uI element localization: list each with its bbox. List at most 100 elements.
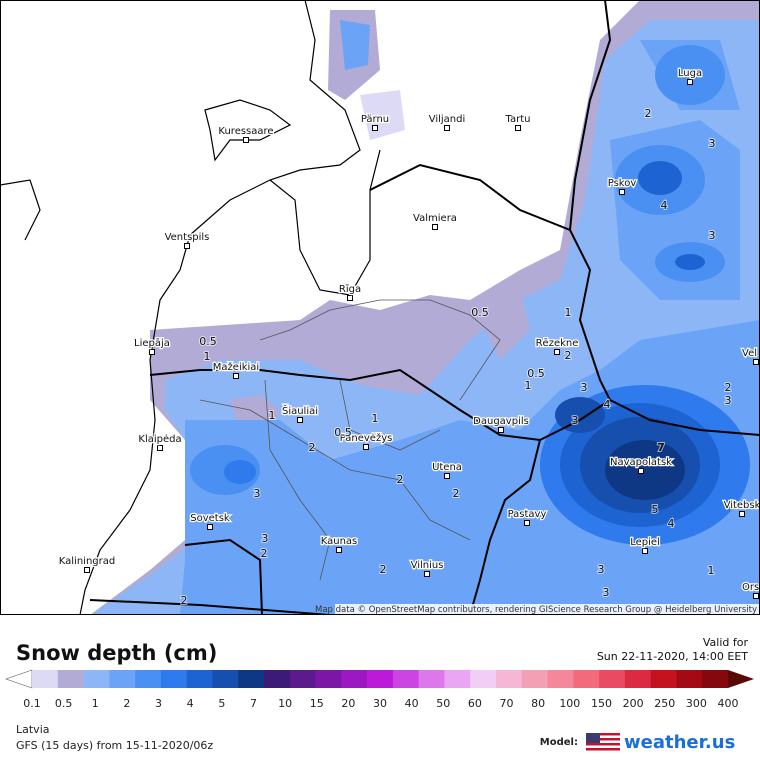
contour-label: 2: [725, 381, 732, 394]
legend-swatch: [238, 670, 265, 688]
city-label: Kuressaare: [218, 126, 273, 137]
contour-label: 3: [572, 414, 579, 427]
legend-swatch: [599, 670, 626, 688]
city-label: Pastavy: [508, 509, 547, 520]
valid-label: Valid for: [703, 636, 749, 649]
legend-title: Snow depth (cm): [16, 641, 217, 665]
legend-tick-label: 30: [373, 697, 387, 710]
contour-label: 1: [204, 350, 211, 363]
legend-swatch: [470, 670, 497, 688]
attribution: Map data © OpenStreetMap contributors, r…: [315, 605, 757, 615]
city-marker: [372, 125, 378, 131]
legend-swatch: [289, 670, 316, 688]
legend-tick-label: 4: [187, 697, 194, 710]
city-marker: [157, 445, 163, 451]
city-marker: [84, 567, 90, 573]
legend-swatch: [444, 670, 471, 688]
legend-tick-label: 15: [310, 697, 324, 710]
legend-swatch: [418, 670, 445, 688]
country-borders: [89, 0, 760, 615]
legend: 0.1 0.5 1 2 3 4 5 7 10 15 20 30 40 50 60 70 80 100 150 200 2…: [5, 669, 754, 710]
city-label: Kaliningrad: [59, 556, 115, 567]
legend-swatch: [57, 670, 84, 688]
snow-fields: [90, 0, 760, 615]
city-label: Šiauliai: [282, 404, 318, 417]
city-label: Rēzekne: [536, 338, 579, 349]
city-marker: [753, 593, 759, 599]
legend-tick-label: 70: [500, 697, 514, 710]
city-label: Luga: [678, 68, 702, 79]
city-marker: [347, 295, 353, 301]
contour-label: 3: [709, 229, 716, 242]
city-marker: [363, 444, 369, 450]
legend-swatch: [624, 670, 651, 688]
contour-label: 1: [269, 409, 276, 422]
legend-tick-label: 60: [468, 697, 482, 710]
city-label: Sovetsk: [190, 513, 230, 524]
brand: weather.us: [624, 732, 735, 753]
contour-label: 3: [709, 137, 716, 150]
city-marker: [444, 125, 450, 131]
model-run: GFS (15 days) from 15-11-2020/06z: [16, 739, 213, 752]
city-marker: [619, 189, 625, 195]
city-labels: Pärnu Viljandi Tartu Kuressaare Pskov Luga Val…: [58, 67, 760, 599]
legend-swatch: [212, 670, 239, 688]
contour-label: 1: [372, 412, 379, 425]
city-marker: [184, 243, 190, 249]
region: Latvia: [16, 723, 50, 736]
legend-tick-label: 80: [531, 697, 545, 710]
contour-label: 4: [604, 398, 611, 411]
contour-label: 3: [254, 487, 261, 500]
legend-tick-label: 2: [123, 697, 130, 710]
legend-tick-label: 5: [218, 697, 225, 710]
legend-swatch: [160, 670, 187, 688]
us-flag: [586, 733, 620, 751]
legend-swatch: [83, 670, 110, 688]
city-label: Daugavpils: [473, 416, 529, 427]
city-marker: [515, 125, 521, 131]
legend-tick-label: 100: [559, 697, 580, 710]
city-marker: [498, 427, 504, 433]
city-marker: [432, 224, 438, 230]
legend-swatch: [650, 670, 677, 688]
legend-tick-label: 400: [718, 697, 739, 710]
legend-tick-label: 0.5: [55, 697, 73, 710]
legend-tick-label: 200: [623, 697, 644, 710]
city-label: Ors: [742, 582, 759, 593]
model-label: Model:: [540, 737, 578, 748]
contour-label: 0.5: [471, 306, 489, 319]
city-label: Tartu: [505, 114, 531, 125]
city-label: Navapolatsk: [610, 457, 672, 468]
city-label: Mažeikiai: [213, 361, 259, 373]
legend-tick-label: 150: [591, 697, 612, 710]
contour-label: 3: [581, 381, 588, 394]
legend-swatch: [676, 670, 703, 688]
legend-swatch: [392, 670, 419, 688]
city-label: Valmiera: [413, 213, 457, 224]
legend-swatch: [573, 670, 600, 688]
contour-label: 0.5: [334, 426, 352, 439]
city-marker: [336, 547, 342, 553]
city-label: Ventspils: [165, 232, 210, 243]
contour-label: 0.5: [527, 367, 545, 380]
city-label: Liepāja: [134, 338, 170, 349]
city-marker: [149, 349, 155, 355]
legend-swatch: [367, 670, 394, 688]
contour-label: 4: [661, 199, 668, 212]
city-label: Klaipėda: [138, 434, 181, 445]
legend-swatch: [315, 670, 342, 688]
legend-swatch: [32, 670, 59, 688]
city-label: Pärnu: [361, 114, 389, 125]
city-label: Vilnius: [411, 560, 444, 571]
contour-label: 1: [525, 379, 532, 392]
legend-swatch: [341, 670, 368, 688]
city-marker: [642, 548, 648, 554]
contour-label: 2: [380, 563, 387, 576]
legend-arrow-high: [728, 670, 754, 688]
valid-time: Sun 22-11-2020, 14:00 EET: [597, 650, 748, 663]
legend-swatch: [135, 670, 162, 688]
legend-tick-label: 0.1: [23, 697, 41, 710]
attribution-background: [335, 604, 760, 615]
contour-label: 2: [181, 594, 188, 607]
